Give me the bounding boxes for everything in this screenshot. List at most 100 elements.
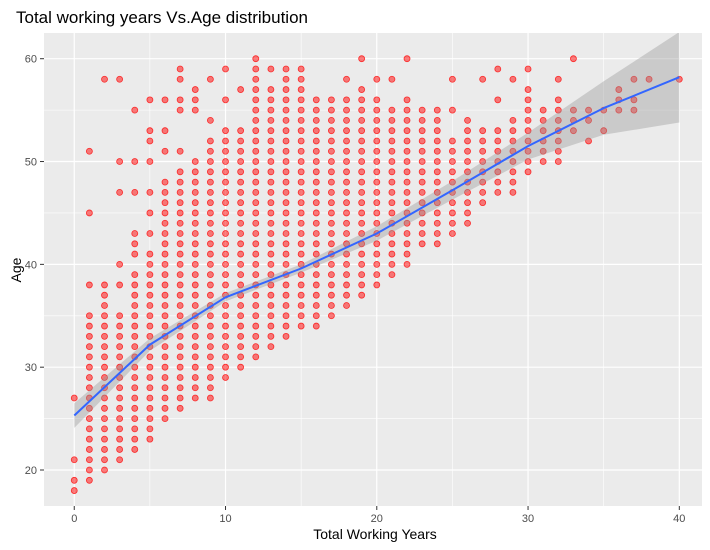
- data-point: [327, 137, 335, 145]
- data-point: [116, 322, 124, 330]
- data-point: [312, 106, 320, 114]
- data-point: [297, 168, 305, 176]
- data-point: [524, 147, 532, 155]
- data-point: [524, 168, 532, 176]
- data-point: [433, 240, 441, 248]
- data-point: [146, 363, 154, 371]
- data-point: [131, 158, 139, 165]
- data-point: [554, 147, 562, 155]
- data-point: [297, 75, 305, 83]
- data-point: [237, 322, 245, 330]
- data-point: [222, 343, 229, 351]
- data-point: [630, 106, 638, 114]
- data-point: [116, 446, 124, 453]
- data-point: [161, 384, 169, 392]
- data-point: [222, 209, 229, 217]
- trend-line: [73, 76, 680, 417]
- data-point: [206, 178, 214, 186]
- data-point: [312, 188, 320, 196]
- data-point: [191, 158, 199, 165]
- data-point: [388, 137, 396, 145]
- data-point: [267, 96, 275, 104]
- data-point: [70, 487, 78, 494]
- data-point: [327, 260, 335, 268]
- data-point: [191, 302, 199, 309]
- data-point: [479, 147, 487, 155]
- data-point: [297, 209, 305, 217]
- data-point: [161, 343, 169, 351]
- data-point: [282, 209, 290, 217]
- data-point: [418, 209, 426, 217]
- data-point: [206, 384, 214, 392]
- data-point: [645, 75, 653, 83]
- data-point: [464, 117, 471, 124]
- data-point: [327, 178, 335, 186]
- data-point: [116, 363, 124, 371]
- data-point: [312, 312, 320, 320]
- data-point: [161, 127, 169, 135]
- data-point: [191, 199, 199, 207]
- data-point: [176, 353, 184, 361]
- data-point: [176, 281, 184, 289]
- data-point: [388, 260, 396, 268]
- data-point: [282, 65, 290, 73]
- data-point: [131, 425, 139, 433]
- data-point: [131, 322, 139, 330]
- data-point: [297, 127, 305, 135]
- data-point: [146, 260, 154, 268]
- data-point: [161, 312, 169, 320]
- data-point: [267, 199, 275, 207]
- data-point: [433, 127, 441, 135]
- data-point: [373, 117, 381, 124]
- data-point: [146, 394, 154, 402]
- data-point: [433, 106, 441, 114]
- data-point: [267, 302, 275, 309]
- data-point: [267, 158, 275, 165]
- data-point: [191, 260, 199, 268]
- data-point: [206, 291, 214, 299]
- data-point: [358, 209, 366, 217]
- data-point: [554, 106, 562, 114]
- data-point: [343, 188, 350, 196]
- data-point: [297, 312, 305, 320]
- data-point: [388, 209, 396, 217]
- data-point: [539, 127, 547, 135]
- data-point: [161, 291, 169, 299]
- data-point: [312, 117, 320, 124]
- data-point: [418, 127, 426, 135]
- data-point: [176, 250, 184, 258]
- data-point: [312, 147, 320, 155]
- data-point: [403, 219, 411, 227]
- data-point: [222, 302, 229, 309]
- data-point: [85, 425, 93, 433]
- data-point: [373, 106, 381, 114]
- x-tick-label: 10: [219, 513, 231, 525]
- data-point: [116, 75, 124, 83]
- data-point: [358, 260, 366, 268]
- data-point: [403, 178, 411, 186]
- data-point: [282, 158, 290, 165]
- data-point: [312, 250, 320, 258]
- data-point: [116, 281, 124, 289]
- data-point: [146, 137, 154, 145]
- data-point: [161, 147, 169, 155]
- data-point: [297, 137, 305, 145]
- data-point: [585, 137, 592, 145]
- data-point: [206, 188, 214, 196]
- data-point: [343, 281, 350, 289]
- data-point: [116, 384, 124, 392]
- data-point: [524, 127, 532, 135]
- data-point: [237, 137, 245, 145]
- data-point: [388, 75, 396, 83]
- data-point: [222, 188, 229, 196]
- data-point: [403, 158, 411, 165]
- data-point: [449, 137, 456, 145]
- data-point: [373, 127, 381, 135]
- data-point: [433, 219, 441, 227]
- data-point: [101, 466, 108, 474]
- data-point: [161, 178, 169, 186]
- data-point: [449, 147, 456, 155]
- data-point: [101, 394, 108, 402]
- data-point: [297, 158, 305, 165]
- data-point: [176, 384, 184, 392]
